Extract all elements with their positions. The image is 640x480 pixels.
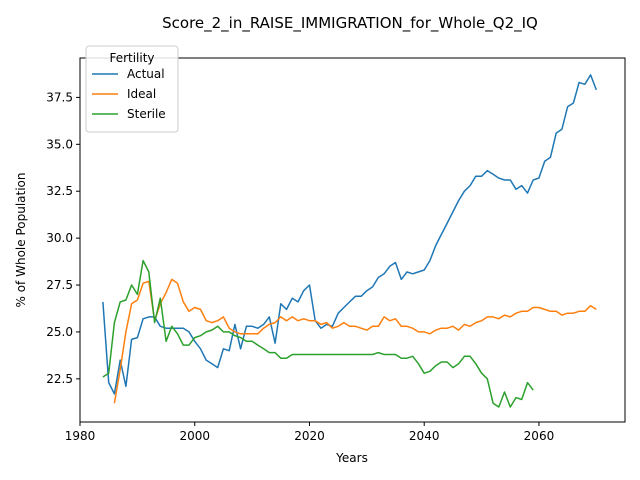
y-tick-label: 37.5 <box>46 90 73 104</box>
plot-area <box>79 57 626 423</box>
y-tick-label: 30.0 <box>46 231 73 245</box>
y-axis-ticks: 22.5 25.0 27.5 30.0 32.5 35.0 37.5 <box>46 90 80 386</box>
series-line-ideal <box>113 278 597 404</box>
x-axis-ticks: 1980 2000 2020 2040 2060 <box>65 422 554 443</box>
x-tick-label: 1980 <box>65 429 96 443</box>
axes-frame <box>79 57 626 423</box>
y-tick-label: 22.5 <box>46 372 73 386</box>
x-tick-label: 2060 <box>524 429 555 443</box>
legend-label-ideal: Ideal <box>127 87 156 101</box>
series-layer <box>102 74 598 408</box>
x-axis-label: Years <box>335 451 368 465</box>
chart-title: Score_2_in_RAISE_IMMIGRATION_for_Whole_Q… <box>162 14 538 33</box>
legend-entries: Actual Ideal Sterile <box>92 67 166 121</box>
y-tick-label: 35.0 <box>46 137 73 151</box>
x-tick-label: 2000 <box>179 429 210 443</box>
legend: Fertility Actual Ideal Sterile <box>85 45 179 133</box>
legend-label-actual: Actual <box>127 67 165 81</box>
y-tick-label: 32.5 <box>46 184 73 198</box>
y-axis-label: % of Whole Population <box>14 173 28 308</box>
series-line-sterile <box>102 259 534 408</box>
y-tick-label: 25.0 <box>46 325 73 339</box>
series-line-actual <box>102 74 598 395</box>
legend-title: Fertility <box>109 51 154 65</box>
x-tick-label: 2020 <box>294 429 325 443</box>
legend-box <box>85 45 179 133</box>
y-tick-label: 27.5 <box>46 278 73 292</box>
x-tick-label: 2040 <box>409 429 440 443</box>
legend-label-sterile: Sterile <box>127 107 166 121</box>
